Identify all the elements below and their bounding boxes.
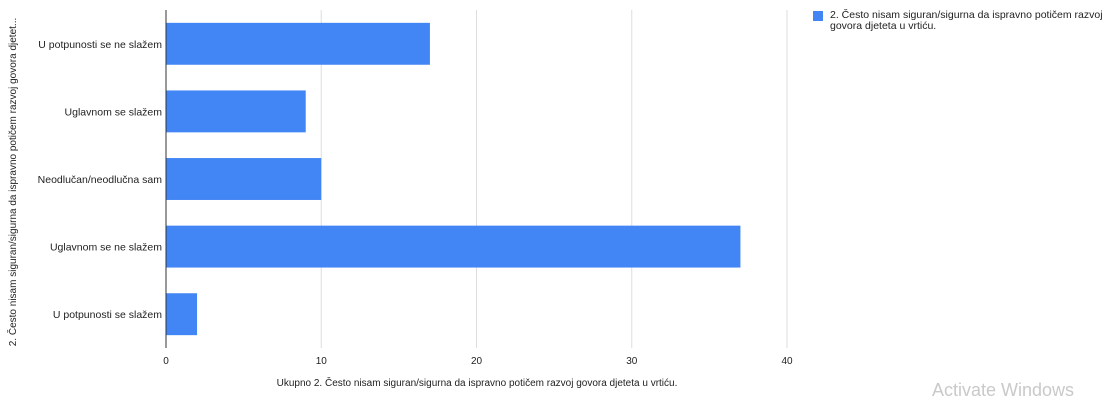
x-tick-labels: 0 10 20 30 40	[163, 356, 793, 367]
legend-swatch	[813, 11, 823, 21]
bar	[166, 158, 322, 200]
legend-label: 2. Često nisam siguran/sigurna da isprav…	[830, 9, 1103, 32]
x-tick-label: 10	[316, 356, 328, 367]
bar	[166, 90, 306, 133]
category-label: Uglavnom se slažem	[65, 106, 163, 118]
x-tick-label: 40	[781, 356, 793, 367]
x-tick-label: 30	[626, 356, 638, 367]
bar	[166, 293, 198, 336]
legend: 2. Često nisam siguran/sigurna da isprav…	[813, 10, 1103, 32]
x-tick-label: 0	[163, 356, 169, 367]
category-label: U potpunosti se slažem	[53, 309, 162, 321]
bar	[166, 225, 741, 268]
x-axis-title: Ukupno 2. Često nisam siguran/sigurna da…	[277, 376, 678, 389]
bars	[166, 22, 741, 336]
category-label: Neodlučan/neodlučna sam	[38, 174, 163, 186]
bar	[166, 22, 430, 65]
windows-activation-watermark: Activate Windows	[932, 380, 1075, 400]
category-label: Uglavnom se ne slažem	[50, 242, 162, 254]
x-tick-label: 20	[471, 356, 483, 367]
category-label: U potpunosti se ne slažem	[38, 39, 162, 51]
y-axis-title: 2. Često nisam siguran/sigurna da isprav…	[6, 18, 19, 347]
category-labels: U potpunosti se ne slažem Uglavnom se sla…	[38, 39, 163, 321]
